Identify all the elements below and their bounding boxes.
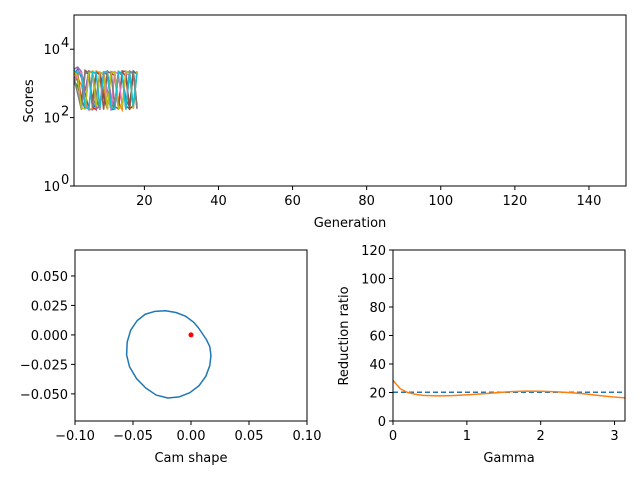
y-tick-label: −0.025 [20,358,68,373]
x-tick-label: 120 [502,194,527,209]
cam-shape-curve [125,309,212,399]
y-tick-exponent: 2 [61,105,69,120]
x-tick-label: 0.10 [293,429,322,444]
y-tick-exponent: 4 [61,36,69,51]
y-tick-label: 0.050 [31,270,68,285]
gamma-x-ticks: 0 1 2 3 [389,421,619,444]
x-tick-label: 40 [210,194,227,209]
x-tick-label: 0.05 [235,429,264,444]
scores-plot-frame [73,14,627,187]
scores-y-axis-label: Scores [22,79,37,122]
reduction-y-axis-label: Reduction ratio [337,286,352,385]
y-tick-label: 80 [369,301,386,316]
cam-x-axis-label: Cam shape [154,451,227,466]
x-tick-label: 140 [577,194,602,209]
x-tick-label: 0.00 [177,429,206,444]
cam-shape-series-group [125,309,212,399]
y-tick-label: 10 [43,180,60,195]
y-tick-label: 60 [369,330,386,345]
cam-shape-chart: −0.10 −0.05 0.00 0.05 0.10 −0.050 −0.025 0.000… [20,249,321,466]
y-tick-label: 10 [43,43,60,58]
scores-series-group [73,66,138,113]
y-tick-label: 0 [378,415,386,430]
y-tick-label: 0.025 [31,299,68,314]
gamma-x-axis-label: Gamma [483,451,534,466]
x-tick-label: 20 [136,194,153,209]
x-tick-label: 0 [389,429,397,444]
scores-x-ticks: 20 40 60 80 100 120 140 [136,186,601,209]
y-tick-label: 40 [369,358,386,373]
reduction-series-group [392,379,625,399]
x-tick-label: −0.10 [55,429,95,444]
x-tick-label: 3 [610,429,618,444]
y-tick-exponent: 0 [61,173,69,188]
cam-center-marker [188,332,194,338]
x-tick-label: 80 [358,194,375,209]
x-tick-label: 1 [463,429,471,444]
y-tick-label: 100 [361,273,386,288]
cam-y-ticks: −0.050 −0.025 0.000 0.025 0.050 [20,270,75,403]
x-tick-label: 100 [428,194,453,209]
x-tick-label: −0.05 [113,429,153,444]
scores-x-axis-label: Generation [314,216,387,231]
score-series-line-9 [73,69,138,111]
reduction-ratio-chart: 0 1 2 3 0 20 40 60 80 100 120 Gamma Reduction rat… [337,244,626,466]
reduction-y-ticks: 0 20 40 60 80 100 120 [361,244,393,430]
y-tick-label: 120 [361,244,386,259]
x-tick-label: 2 [537,429,545,444]
y-tick-label: 0.000 [31,329,68,344]
y-tick-label: −0.050 [20,388,68,403]
cam-x-ticks: −0.10 −0.05 0.00 0.05 0.10 [55,421,321,444]
x-tick-label: 60 [284,194,301,209]
score-series-line-10 [73,69,138,110]
y-tick-label: 20 [369,387,386,402]
y-tick-label: 10 [43,112,60,127]
reduction-ratio-curve [392,379,625,399]
